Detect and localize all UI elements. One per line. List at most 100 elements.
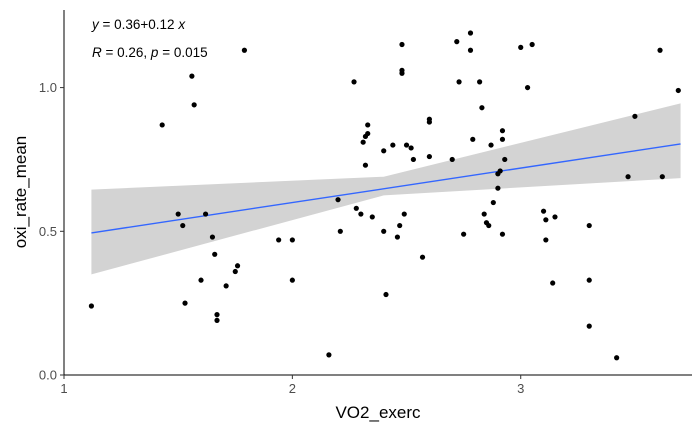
data-point xyxy=(467,47,474,53)
data-point xyxy=(276,237,282,243)
data-point xyxy=(159,122,165,128)
data-point xyxy=(499,128,506,134)
regression-line xyxy=(91,143,681,234)
data-point xyxy=(351,79,357,85)
data-point xyxy=(461,231,467,237)
regression-equation: y = 0.36+0.12 x xyxy=(91,17,186,32)
data-point xyxy=(381,228,387,234)
x-tick-label: 2 xyxy=(289,381,296,396)
data-point xyxy=(490,199,496,206)
data-point xyxy=(657,47,663,53)
data-point xyxy=(180,222,186,229)
data-point xyxy=(394,234,401,240)
data-point xyxy=(369,214,375,220)
data-point xyxy=(289,237,295,243)
data-point xyxy=(552,214,558,220)
data-point xyxy=(383,291,389,298)
data-point xyxy=(365,122,371,128)
data-point xyxy=(659,174,665,180)
data-point xyxy=(586,277,592,283)
data-point xyxy=(358,211,364,217)
data-point xyxy=(198,277,204,283)
p-label: p xyxy=(150,45,159,60)
data-point xyxy=(497,168,503,174)
data-point xyxy=(550,280,556,286)
data-point xyxy=(518,44,524,50)
data-point xyxy=(403,142,410,148)
data-point xyxy=(399,70,405,76)
data-point xyxy=(212,251,218,257)
data-point xyxy=(214,312,220,318)
data-point xyxy=(470,136,476,142)
data-point xyxy=(449,156,455,163)
data-point xyxy=(390,142,396,148)
data-point xyxy=(540,208,547,214)
data-point xyxy=(502,156,508,163)
data-point xyxy=(202,211,209,217)
data-point xyxy=(481,211,487,217)
data-point xyxy=(426,116,432,122)
data-point xyxy=(586,323,592,329)
r-label: R xyxy=(92,45,102,60)
equation-lhs: y xyxy=(91,17,100,32)
data-point xyxy=(495,185,501,191)
data-point xyxy=(223,283,229,289)
data-point xyxy=(479,105,485,111)
data-point xyxy=(419,254,426,260)
data-point xyxy=(675,87,681,94)
data-point xyxy=(499,231,506,237)
data-point xyxy=(399,41,405,48)
equation-var: x xyxy=(177,17,186,32)
equation-rhs: = 0.36+0.12 xyxy=(99,17,179,32)
data-point xyxy=(289,277,295,283)
data-point xyxy=(175,211,181,217)
data-point xyxy=(214,317,220,323)
p-value: = 0.015 xyxy=(158,45,207,60)
data-point xyxy=(360,139,366,145)
data-point xyxy=(488,142,494,148)
data-point xyxy=(191,102,197,108)
data-point xyxy=(397,222,403,229)
data-point xyxy=(410,156,416,163)
data-point xyxy=(408,145,414,151)
data-point xyxy=(209,234,216,240)
data-point xyxy=(234,263,241,269)
data-point xyxy=(499,136,506,142)
data-point xyxy=(189,73,195,79)
data-point xyxy=(477,79,483,85)
y-tick-label: 0.0 xyxy=(39,368,57,383)
x-tick-label: 3 xyxy=(517,381,524,396)
x-axis-ticks: 1 2 3 xyxy=(60,375,524,396)
data-point xyxy=(614,355,620,361)
data-point xyxy=(381,148,387,154)
r-value: = 0.26, xyxy=(102,45,151,60)
data-point xyxy=(467,30,474,36)
data-point xyxy=(454,39,460,45)
y-tick-label: 1.0 xyxy=(39,80,57,95)
correlation-stats: R = 0.26, p = 0.015 xyxy=(92,45,208,60)
data-point xyxy=(625,174,631,180)
data-point xyxy=(362,162,369,168)
data-point xyxy=(232,268,238,275)
data-points xyxy=(88,30,681,361)
data-point xyxy=(426,153,432,160)
data-point xyxy=(88,303,95,309)
x-axis-title: VO2_exerc xyxy=(335,403,421,422)
data-point xyxy=(632,113,638,119)
data-point xyxy=(365,130,371,137)
data-point xyxy=(182,300,188,306)
data-point xyxy=(335,197,341,203)
data-point xyxy=(326,352,332,358)
data-point xyxy=(241,47,248,53)
data-point xyxy=(543,237,549,243)
data-point xyxy=(529,41,535,48)
data-point xyxy=(543,217,549,223)
data-point xyxy=(353,205,359,211)
y-axis-title: oxi_rate_mean xyxy=(11,136,30,248)
data-point xyxy=(524,84,531,91)
y-axis-ticks: 0.0 0.5 1.0 xyxy=(39,80,64,383)
data-point xyxy=(337,228,343,234)
data-point xyxy=(586,222,592,229)
x-tick-label: 1 xyxy=(60,381,67,396)
